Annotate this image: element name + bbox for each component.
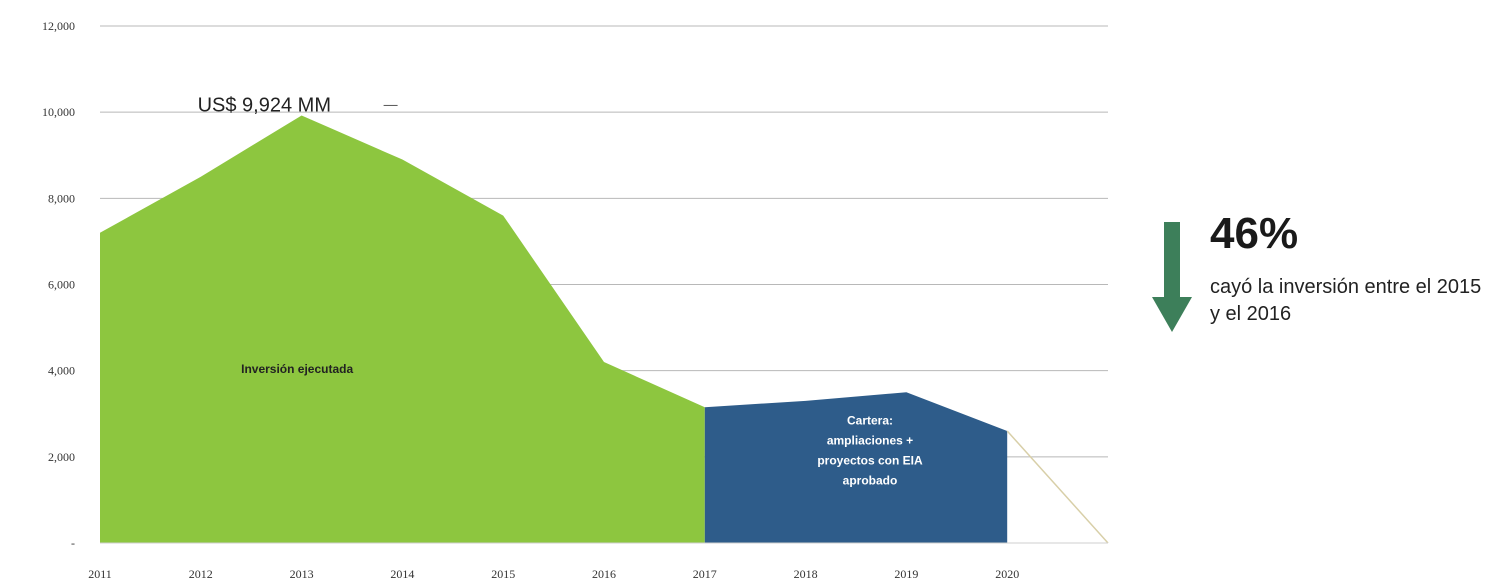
x-tick-label: 2012 (189, 567, 213, 581)
portfolio-area (704, 392, 1008, 543)
area-series (100, 104, 1109, 544)
executed-investment-label: Inversión ejecutada (241, 362, 353, 376)
x-axis-ticks: 2011 2012 2013 2014 2015 2016 2017 2018 2019 2020 (88, 567, 1019, 581)
y-tick-label: - (71, 536, 75, 550)
x-tick-label: 2014 (390, 567, 414, 581)
x-tick-label: 2013 (290, 567, 314, 581)
x-tick-label: 2016 (592, 567, 616, 581)
x-tick-label: 2015 (491, 567, 515, 581)
down-arrow-icon (1152, 222, 1192, 332)
peak-annotation: US$ 9,924 MM (198, 94, 331, 116)
portfolio-label: Cartera: ampliaciones + proyectos con EIA a… (817, 414, 923, 488)
x-tick-label: 2011 (88, 567, 112, 581)
y-tick-label: 4,000 (48, 364, 75, 378)
executed-investment-area (100, 115, 705, 543)
y-tick-label: 2,000 (48, 450, 75, 464)
x-tick-label: 2019 (894, 567, 918, 581)
portfolio-label-line: Cartera: (847, 414, 893, 428)
x-tick-label: 2018 (794, 567, 818, 581)
x-tick-label: 2020 (995, 567, 1019, 581)
decline-percentage: 46% (1210, 209, 1299, 258)
y-tick-label: 8,000 (48, 191, 75, 205)
y-tick-label: 6,000 (48, 278, 75, 292)
decline-caption: cayó la inversión entre el 2015 y el 201… (1210, 276, 1482, 325)
y-tick-label: 10,000 (42, 105, 75, 119)
projection-line (1006, 430, 1109, 544)
y-axis-ticks: - 2,000 4,000 6,000 8,000 10,000 12,000 (42, 19, 75, 550)
x-tick-label: 2017 (693, 567, 717, 581)
portfolio-label-line: proyectos con EIA (817, 454, 923, 468)
portfolio-label-line: aprobado (843, 474, 898, 488)
y-tick-label: 12,000 (42, 19, 75, 33)
portfolio-label-line: ampliaciones + (827, 434, 913, 448)
